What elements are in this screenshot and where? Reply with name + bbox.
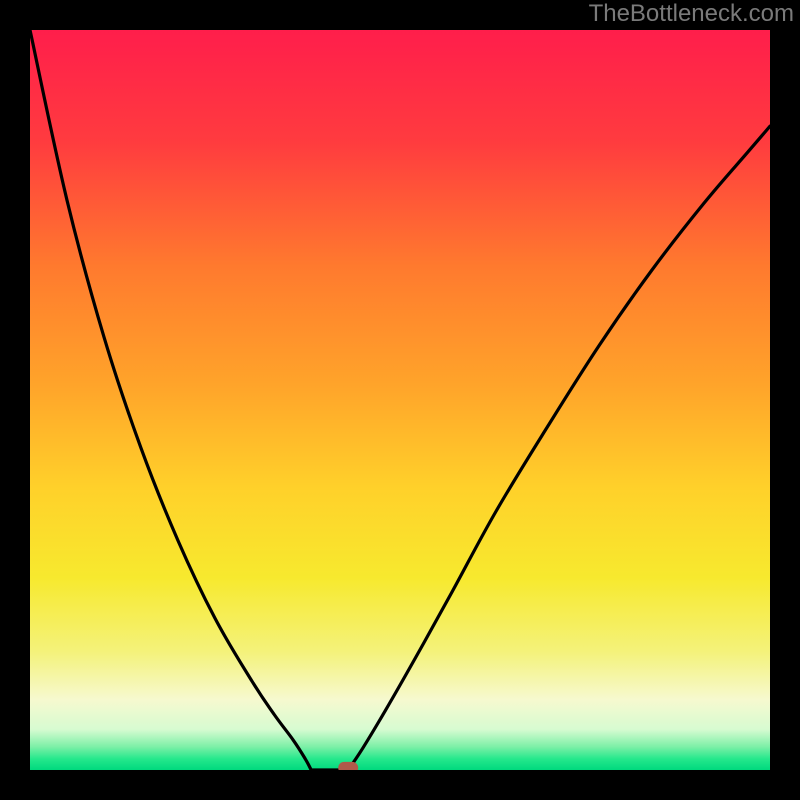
chart-canvas: TheBottleneck.com (0, 0, 800, 800)
plot-svg (30, 30, 770, 770)
optimal-marker (338, 762, 358, 770)
watermark-text: TheBottleneck.com (589, 0, 794, 28)
plot-area (30, 30, 770, 770)
gradient-background (30, 30, 770, 770)
